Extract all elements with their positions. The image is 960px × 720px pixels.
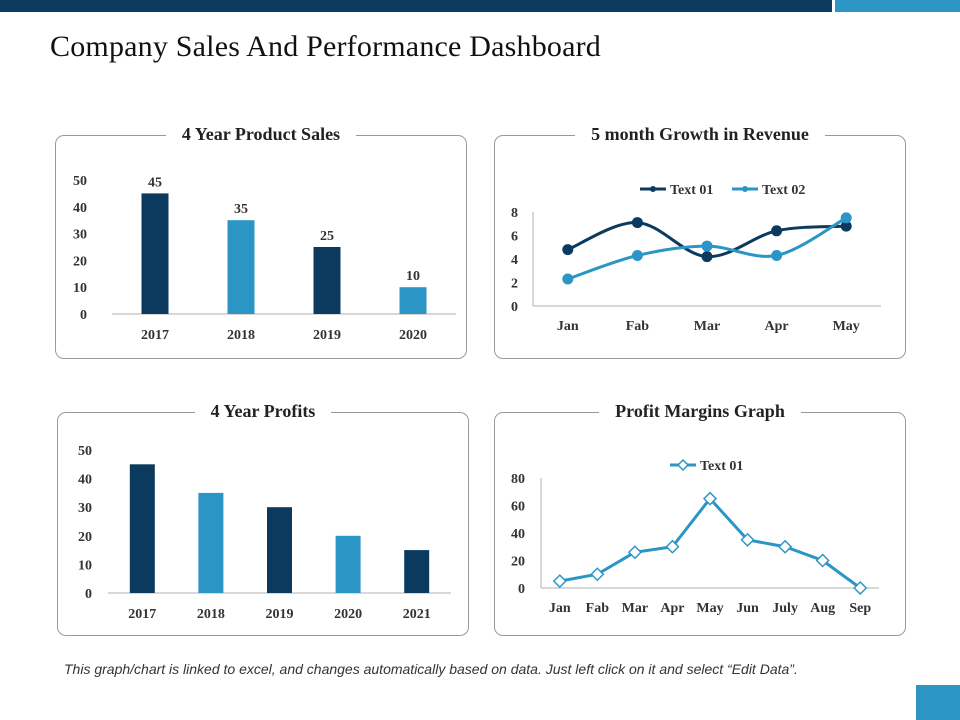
panel-product-sales: 4 Year Product Sales 0 10 20 30 40 50 2017 45 20… [55,124,468,360]
x-tick-label: Jun [736,601,759,616]
data-point-Mar [701,240,713,252]
y-tick-label: 60 [511,500,525,515]
y-tick-label: 40 [73,201,87,216]
y-tick-label: 20 [73,254,87,269]
data-point-Fab [631,217,643,229]
data-point-Jan [562,244,574,256]
data-point-Apr [771,225,783,237]
data-point-May [840,212,852,224]
data-point-Apr [771,249,783,261]
y-tick-label: 10 [73,281,87,296]
x-tick-label: Fab [626,319,650,334]
x-tick-label: July [772,601,798,616]
data-point-July [778,539,793,554]
y-tick-label: 20 [78,530,92,545]
revenue-growth-chart[interactable]: 0 2 4 6 8 Jan Fab Mar Apr May Text 01 Text 02 [495,136,907,360]
x-tick-label: Jan [557,319,579,334]
bar-2021 [404,550,430,593]
panel-revenue-growth: 5 month Growth in Revenue 0 2 4 6 8 Jan Fab Mar… [494,124,907,360]
x-tick-label: May [696,601,723,616]
data-label: 10 [406,269,420,284]
legend-label: Text 01 [700,459,743,474]
data-label: 25 [320,229,334,244]
profit-margins-chart[interactable]: 0 20 40 60 80 Jan Fab Mar Apr May Jun July Aug Sep Tex… [495,413,907,637]
y-tick-label: 20 [511,555,525,570]
page-title: Company Sales And Performance Dashboard [50,30,602,63]
bar-2020 [335,535,361,593]
x-tick-label: Jan [549,601,571,616]
bar-2017 [129,464,155,593]
bar-2018 [227,220,255,314]
x-tick-label: Apr [660,601,684,616]
y-tick-label: 50 [78,444,92,459]
bar-2020 [399,287,427,314]
x-tick-label: 2017 [141,328,169,343]
y-tick-label: 30 [73,228,87,243]
data-point-May [702,491,718,506]
x-tick-label: Mar [694,319,720,334]
x-tick-label: 2019 [313,328,341,343]
corner-accent-square [916,685,960,720]
y-tick-label: 6 [511,230,518,245]
top-accent-bar-dark [0,0,832,12]
y-tick-label: 0 [518,582,525,597]
data-point-Jan [552,574,567,589]
data-point-Aug [815,553,830,568]
data-point-Fab [590,567,605,582]
y-tick-label: 0 [85,587,92,602]
y-tick-label: 8 [511,206,518,221]
data-point-Sep [853,580,868,596]
legend-marker [676,458,690,472]
data-point-Jan [562,273,574,285]
footnote: This graph/chart is linked to excel, and… [64,661,798,677]
panel-profits: 4 Year Profits 0 10 20 30 40 50 2017 2018 2019 20… [57,401,470,637]
y-tick-label: 0 [80,308,87,323]
y-tick-label: 2 [511,277,518,292]
legend-marker [742,186,748,192]
x-tick-label: 2018 [227,328,255,343]
data-point-Fab [631,249,643,261]
x-tick-label: 2021 [403,607,431,622]
x-tick-label: 2018 [197,607,225,622]
x-tick-label: May [833,319,860,334]
y-tick-label: 0 [511,300,518,315]
x-tick-label: 2020 [334,607,362,622]
y-tick-label: 4 [511,253,518,268]
y-tick-label: 40 [511,527,525,542]
product-sales-chart[interactable]: 0 10 20 30 40 50 2017 45 2018 35 2019 25 2020 10 [56,136,468,360]
data-label: 35 [234,202,248,217]
data-point-Mar [701,251,713,263]
bar-2019 [313,247,341,314]
data-point-Apr [665,539,680,554]
y-tick-label: 40 [78,473,92,488]
y-tick-label: 10 [78,558,92,573]
x-tick-label: Apr [765,319,789,334]
top-accent-bar-light [835,0,960,12]
x-tick-label: Sep [849,601,871,616]
y-tick-label: 50 [73,174,87,189]
profits-chart[interactable]: 0 10 20 30 40 50 2017 2018 2019 2020 2021 [58,413,470,637]
x-tick-label: 2019 [266,607,294,622]
x-tick-label: Fab [586,601,610,616]
x-tick-label: 2020 [399,328,427,343]
y-tick-label: 80 [511,472,525,487]
data-point-Mar [627,545,642,560]
x-tick-label: Aug [810,601,835,616]
legend-marker [650,186,656,192]
bar-2017 [141,193,169,314]
bar-2019 [267,507,292,593]
x-tick-label: 2017 [128,607,156,622]
data-label: 45 [148,175,162,190]
legend-label: Text 01 [670,183,713,198]
data-point-Jun [740,532,755,547]
bar-2018 [198,492,224,593]
data-point-May [840,220,852,232]
y-tick-label: 30 [78,501,92,516]
panel-profit-margins: Profit Margins Graph 0 20 40 60 80 Jan Fab Mar A… [494,401,907,637]
legend-label: Text 02 [762,183,805,198]
x-tick-label: Mar [622,601,648,616]
series-line-1 [559,496,862,590]
